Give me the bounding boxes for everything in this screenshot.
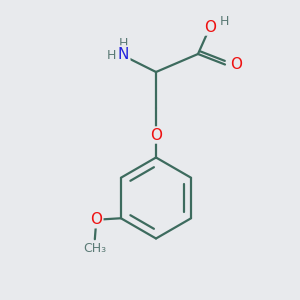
Text: O: O	[150, 128, 162, 142]
Text: H: H	[119, 37, 128, 50]
Text: O: O	[230, 57, 242, 72]
Text: O: O	[90, 212, 102, 227]
Text: H: H	[220, 15, 229, 28]
Text: H: H	[106, 49, 116, 62]
Text: O: O	[204, 20, 216, 34]
Text: N: N	[118, 46, 129, 62]
Text: CH₃: CH₃	[83, 242, 106, 255]
